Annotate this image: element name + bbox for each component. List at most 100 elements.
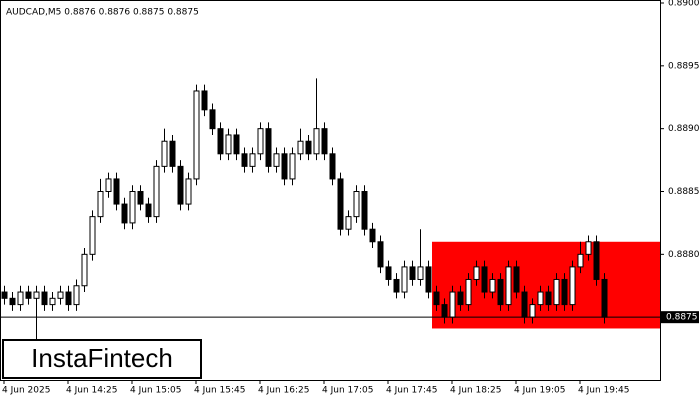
plot-area <box>1 78 660 343</box>
candle-body <box>89 216 96 255</box>
candle-body <box>145 203 152 218</box>
candle-body <box>313 128 320 155</box>
candle-body <box>577 253 584 268</box>
candle-body <box>57 291 64 299</box>
x-tick-label: 4 Jun 19:45 <box>578 386 629 396</box>
candle-body <box>585 241 592 255</box>
candle-body <box>49 297 56 306</box>
candle-body <box>409 266 416 280</box>
candle-body <box>105 178 112 193</box>
current-price-label: 0.8875 <box>666 313 698 323</box>
candle-body <box>345 216 352 230</box>
candle-body <box>185 178 192 205</box>
candle-body <box>217 128 224 155</box>
candle-body <box>321 128 328 155</box>
candle-body <box>201 90 208 111</box>
current-price-box <box>661 311 699 324</box>
y-tick-label: 0.8885 <box>668 187 700 197</box>
candle-body <box>601 278 608 318</box>
candle-body <box>529 304 536 318</box>
candle-body <box>289 153 296 180</box>
x-tick-label: 4 Jun 2025 <box>2 386 50 396</box>
candle-body <box>233 134 240 155</box>
candle-body <box>393 278 400 293</box>
x-tick-label: 4 Jun 18:25 <box>450 386 501 396</box>
x-tick-label: 4 Jun 15:05 <box>130 386 181 396</box>
candle-body <box>225 134 232 155</box>
candle-body <box>113 178 120 205</box>
candle-body <box>1 291 8 299</box>
candle-body <box>369 228 376 243</box>
candle-body <box>169 140 176 167</box>
candle-body <box>489 278 496 293</box>
candle-body <box>449 291 456 318</box>
candle-body <box>97 191 104 218</box>
candle-body <box>257 128 264 155</box>
candle-body <box>457 291 464 306</box>
x-tick-label: 4 Jun 17:45 <box>386 386 437 396</box>
candle-body <box>265 128 272 167</box>
candle-body <box>81 253 88 287</box>
candle-body <box>497 278 504 306</box>
candle-body <box>33 291 40 299</box>
candle-body <box>401 266 408 293</box>
candle-body <box>337 178 344 230</box>
candle-body <box>561 278 568 306</box>
candle-body <box>513 266 520 293</box>
candle-body <box>505 266 512 306</box>
candle-body <box>9 297 16 306</box>
candle-body <box>569 266 576 306</box>
candle-body <box>193 90 200 180</box>
candle-body <box>209 109 216 130</box>
candle-body <box>161 140 168 167</box>
candle-body <box>281 153 288 180</box>
candle-body <box>433 291 440 306</box>
y-tick-label: 0.8890 <box>668 124 700 134</box>
candle-body <box>441 304 448 318</box>
plot-frame <box>0 0 661 381</box>
candle-body <box>41 291 48 306</box>
candle-body <box>553 278 560 306</box>
logo-box <box>2 339 202 379</box>
candle-body <box>129 191 136 224</box>
candle-body <box>521 291 528 318</box>
candle-body <box>473 266 480 280</box>
candle-body <box>305 140 312 155</box>
candle-body <box>593 241 600 280</box>
candle-body <box>297 140 304 155</box>
y-tick-label: 0.8895 <box>668 61 700 71</box>
candle-body <box>385 266 392 280</box>
candle-body <box>73 285 80 306</box>
candle-body <box>481 266 488 293</box>
y-tick-label: 0.8900 <box>668 0 700 9</box>
candle-body <box>417 266 424 280</box>
x-tick-label: 4 Jun 17:05 <box>322 386 373 396</box>
x-tick-label: 4 Jun 14:25 <box>66 386 117 396</box>
candle-body <box>545 291 552 306</box>
candle-body <box>241 153 248 167</box>
candle-body <box>121 203 128 224</box>
candle-body <box>177 165 184 205</box>
y-tick-label: 0.8880 <box>668 250 700 260</box>
candle-body <box>377 241 384 268</box>
candle-body <box>153 165 160 218</box>
candle-body <box>249 153 256 167</box>
candle-body <box>273 153 280 167</box>
candle-body <box>361 191 368 230</box>
candle-body <box>329 153 336 180</box>
x-tick-label: 4 Jun 19:05 <box>514 386 565 396</box>
logo: InstaFintech <box>31 343 173 373</box>
candle-body <box>137 191 144 205</box>
candle-body <box>17 291 24 306</box>
candle-body <box>65 291 72 306</box>
candle-body <box>353 191 360 218</box>
candle-body <box>25 291 32 299</box>
x-tick-label: 4 Jun 15:45 <box>194 386 245 396</box>
chart-title: AUDCAD,M5 0.8876 0.8876 0.8875 0.8875 <box>6 8 199 18</box>
candle-body <box>425 266 432 293</box>
x-tick-label: 4 Jun 16:25 <box>258 386 309 396</box>
candle-body <box>465 278 472 306</box>
candle-body <box>537 291 544 306</box>
